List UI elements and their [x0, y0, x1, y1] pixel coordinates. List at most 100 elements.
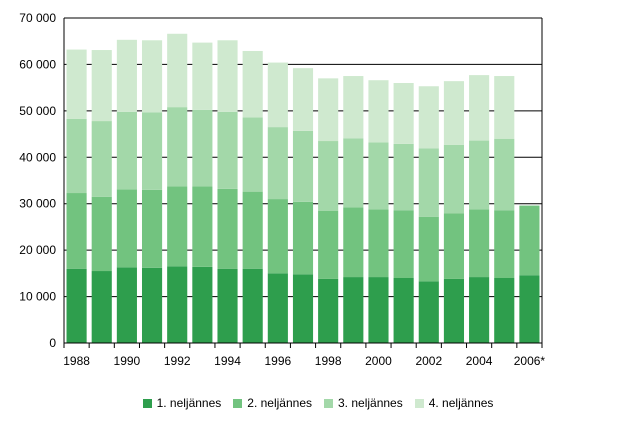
- bar-segment: [267, 199, 288, 274]
- bar-segment: [292, 201, 314, 275]
- x-tick-label: 2004: [466, 354, 493, 368]
- bar-segment: [217, 188, 238, 269]
- bar-segment: [242, 117, 263, 192]
- bar-segment: [141, 267, 163, 343]
- bar-segment: [368, 209, 389, 278]
- legend-label-q4: 4. neljännes: [428, 396, 494, 410]
- bar-segment: [318, 78, 339, 142]
- bar-segment: [141, 189, 163, 268]
- bar-segment: [267, 127, 288, 200]
- x-tick-label: 2002: [415, 354, 442, 368]
- bar-segment: [469, 140, 490, 210]
- stacked-bar-chart: 0 10 000 20 000 30 000 40 000 50 000 60 000 70 …: [19, 11, 546, 368]
- bar-segment: [418, 281, 439, 343]
- bar-segment: [443, 278, 465, 343]
- bar-segment: [494, 138, 515, 211]
- legend-label-q2: 2. neljännes: [247, 396, 312, 410]
- bar-segment: [318, 278, 339, 343]
- bar-segment: [192, 266, 213, 343]
- bar-segment: [217, 268, 238, 343]
- bar-segment: [66, 268, 87, 343]
- bar-segment: [167, 33, 188, 108]
- bar-segment: [192, 109, 213, 187]
- bar-segment: [469, 277, 490, 343]
- bar-segment: [343, 76, 364, 139]
- x-tick-label: 1992: [164, 354, 191, 368]
- bar-segment: [91, 121, 112, 197]
- bar-segment: [318, 141, 339, 211]
- bar-segment: [494, 76, 515, 139]
- bar-segment: [418, 216, 439, 282]
- bar-segment: [443, 144, 465, 214]
- x-tick-label: 2006*: [514, 354, 546, 368]
- bar-segment: [494, 278, 515, 343]
- bar-segment: [66, 118, 87, 194]
- legend-label-q1: 1. neljännes: [156, 396, 222, 410]
- legend: 1. neljännes 2. neljännes 3. neljännes 4…: [0, 393, 636, 413]
- bar-segment: [368, 277, 389, 343]
- bar-segment: [292, 68, 314, 131]
- bar-segment: [267, 62, 288, 128]
- bar-segment: [167, 266, 188, 343]
- bar-segment: [242, 50, 263, 118]
- legend-swatch-q4: [414, 398, 424, 408]
- bar-segment: [217, 40, 238, 112]
- bar-segment: [343, 207, 364, 278]
- bar-segment: [393, 210, 414, 278]
- legend-item-q1: 1. neljännes: [142, 396, 222, 410]
- bar-segment: [91, 196, 112, 272]
- y-tick-label: 50 000: [19, 104, 56, 118]
- y-tick-label: 70 000: [19, 11, 56, 25]
- x-tick-label: 1994: [214, 354, 241, 368]
- bar-segment: [141, 40, 163, 113]
- x-tick-label: 1996: [264, 354, 291, 368]
- x-tick-label: 2000: [365, 354, 392, 368]
- bar-segment: [343, 138, 364, 208]
- bar-segment: [267, 273, 288, 343]
- bar-segment: [393, 278, 414, 343]
- bar-segment: [192, 186, 213, 267]
- y-tick-label: 10 000: [19, 290, 56, 304]
- bar-segment: [66, 49, 87, 119]
- bar-segment: [91, 50, 112, 122]
- legend-swatch-q3: [324, 398, 333, 408]
- bar-segment: [469, 75, 490, 141]
- y-tick-label: 0: [49, 336, 56, 350]
- x-tick-label: 1990: [114, 354, 141, 368]
- bar-segment: [167, 107, 188, 187]
- bar-segment: [141, 112, 163, 190]
- y-tick-label: 40 000: [19, 150, 56, 164]
- x-tick-label: 1998: [315, 354, 342, 368]
- bar-segment: [242, 191, 263, 269]
- bar-segment: [418, 86, 439, 149]
- bar-segment: [116, 189, 137, 268]
- bar-segment: [66, 193, 87, 269]
- bar-segment: [343, 277, 364, 343]
- legend-swatch-q1: [142, 398, 152, 408]
- bar-segment: [116, 111, 137, 190]
- y-tick-label: 60 000: [19, 57, 56, 71]
- bar-segment: [368, 142, 389, 210]
- bar-segment: [494, 210, 515, 278]
- bar-segment: [192, 42, 213, 110]
- legend-label-q3: 3. neljännes: [338, 396, 403, 410]
- bar-segment: [167, 186, 188, 267]
- bar-segment: [217, 111, 238, 189]
- bar-segment: [292, 274, 314, 343]
- bar-segment: [469, 209, 490, 278]
- bar-segment: [418, 148, 439, 217]
- x-tick-label: 1988: [63, 354, 90, 368]
- bar-segment: [91, 271, 112, 343]
- y-tick-label: 30 000: [19, 197, 56, 211]
- bar-segment: [519, 205, 540, 276]
- bar-segment: [318, 210, 339, 279]
- bar-segment: [368, 80, 389, 143]
- bar-segment: [519, 275, 540, 343]
- bar-segment: [116, 39, 137, 112]
- y-tick-label: 20 000: [19, 243, 56, 257]
- legend-item-q4: 4. neljännes: [414, 396, 494, 410]
- bar-segment: [443, 213, 465, 279]
- bar-segment: [443, 81, 465, 145]
- bar-segment: [393, 143, 414, 211]
